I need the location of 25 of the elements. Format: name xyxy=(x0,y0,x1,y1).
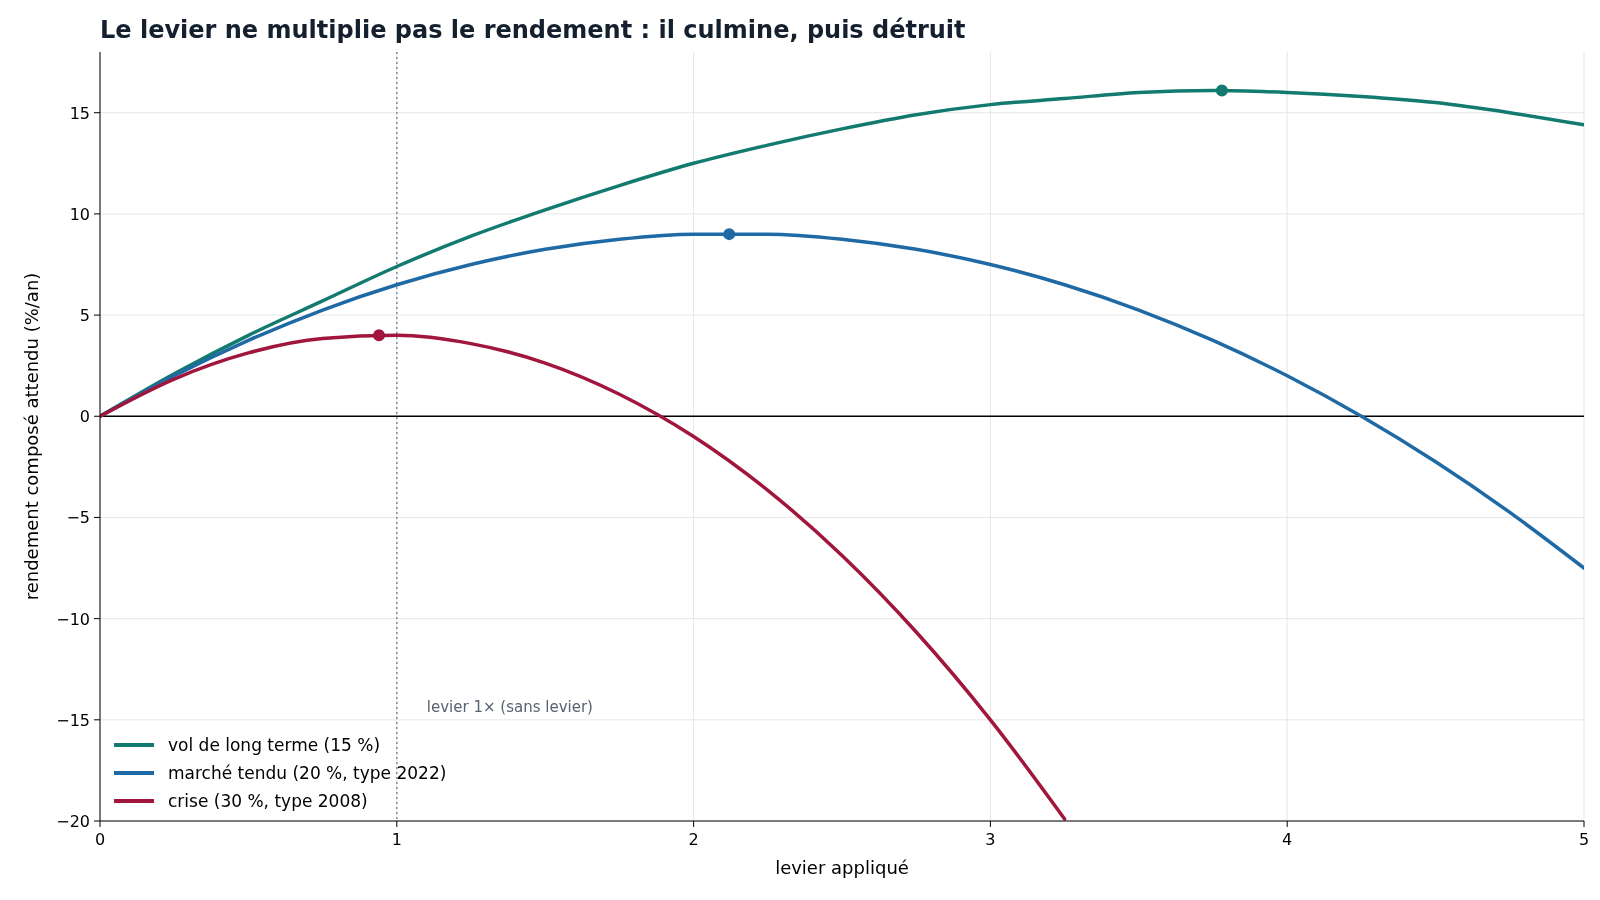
point xyxy=(723,228,736,241)
x-tick-label: 4 xyxy=(1282,830,1293,849)
legend-label: marché tendu (20 %, type 2022) xyxy=(168,763,447,783)
legend-label: crise (30 %, type 2008) xyxy=(168,791,368,811)
line-series xyxy=(100,333,1067,821)
x-tick-label: 1 xyxy=(391,830,402,849)
y-tick-label: 0 xyxy=(79,407,90,427)
legend-label: vol de long terme (15 %) xyxy=(168,735,381,755)
point xyxy=(1215,84,1228,97)
x-axis-title: levier appliqué xyxy=(775,857,909,878)
ref-line-label: levier 1× (sans levier) xyxy=(426,697,593,716)
y-tick-label: 15 xyxy=(69,103,90,123)
point xyxy=(373,329,385,342)
x-tick-label: 5 xyxy=(1578,830,1590,849)
y-axis-title: rendement composé attendu (%/an) xyxy=(21,272,42,601)
y-tick-label: −20 xyxy=(56,812,90,831)
x-tick-label: 2 xyxy=(688,830,699,849)
y-tick-label: −5 xyxy=(66,508,90,528)
y-tick-label: −15 xyxy=(56,710,90,730)
y-tick-label: 5 xyxy=(79,306,90,326)
y-tick-label: −10 xyxy=(56,609,90,629)
y-tick-label: 10 xyxy=(69,204,90,224)
x-tick-label: 3 xyxy=(985,830,996,849)
x-tick-label: 0 xyxy=(94,830,106,849)
chart-title: Le levier ne multiplie pas le rendement : il culmine, puis détruit xyxy=(100,16,966,44)
